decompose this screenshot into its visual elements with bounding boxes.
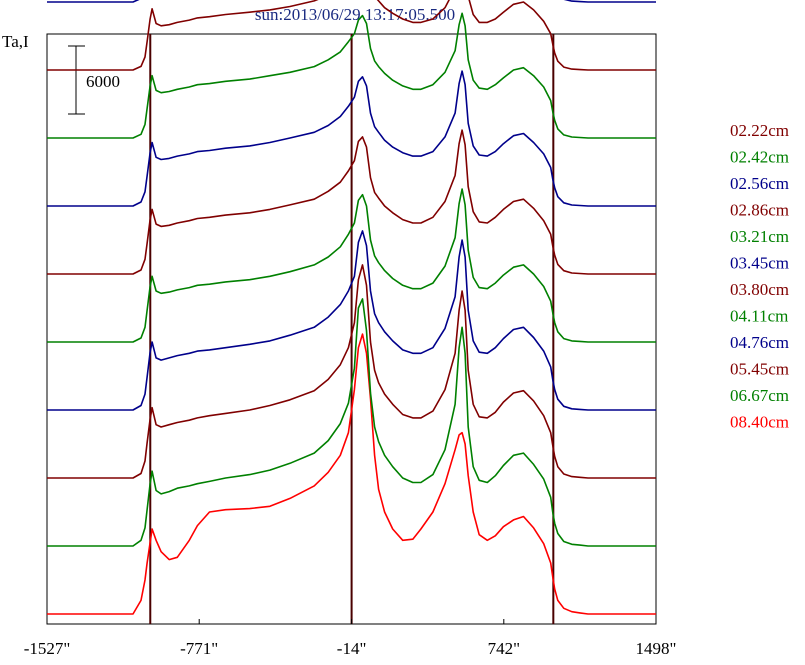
series-line-04.11cm	[47, 188, 656, 343]
legend-item-03.45cm: 03.45cm	[730, 254, 789, 273]
legend-item-05.45cm: 05.45cm	[730, 360, 789, 379]
series-line-02.56cm	[47, 0, 656, 3]
series-line-03.80cm	[47, 129, 656, 275]
scale-bar-label: 6000	[86, 72, 120, 91]
legend: 02.22cm 02.42cm 02.56cm 02.86cm 03.21cm 03.45…	[730, 121, 789, 432]
y-axis-label: Ta,I	[2, 32, 29, 51]
series-line-06.67cm	[47, 298, 656, 547]
legend-item-02.22cm: 02.22cm	[730, 121, 789, 140]
series-line-03.21cm	[47, 12, 656, 139]
legend-item-08.40cm: 08.40cm	[730, 413, 789, 432]
legend-item-02.56cm: 02.56cm	[730, 174, 789, 193]
x-axis-ticks: -1527" -771" -14" 742" 1498"	[24, 619, 677, 658]
series-lines	[47, 0, 656, 615]
x-tick-label: -14"	[337, 639, 367, 658]
legend-item-04.76cm: 04.76cm	[730, 333, 789, 352]
series-line-04.76cm	[47, 230, 656, 411]
legend-item-04.11cm: 04.11cm	[730, 307, 788, 326]
x-tick-label: -1527"	[24, 639, 71, 658]
reference-lines	[149, 34, 555, 624]
series-line-02.86cm	[47, 0, 656, 71]
legend-item-02.86cm: 02.86cm	[730, 201, 789, 220]
series-line-03.45cm	[47, 70, 656, 207]
series-line-08.40cm	[47, 333, 656, 615]
legend-item-06.67cm: 06.67cm	[730, 386, 789, 405]
legend-item-02.42cm: 02.42cm	[730, 148, 789, 167]
legend-item-03.80cm: 03.80cm	[730, 280, 789, 299]
x-tick-label: 742"	[488, 639, 520, 658]
legend-item-03.21cm: 03.21cm	[730, 227, 789, 246]
series-line-05.45cm	[47, 264, 656, 479]
scale-bar: 6000	[68, 45, 120, 115]
x-tick-label: -771"	[180, 639, 218, 658]
x-tick-label: 1498"	[636, 639, 677, 658]
